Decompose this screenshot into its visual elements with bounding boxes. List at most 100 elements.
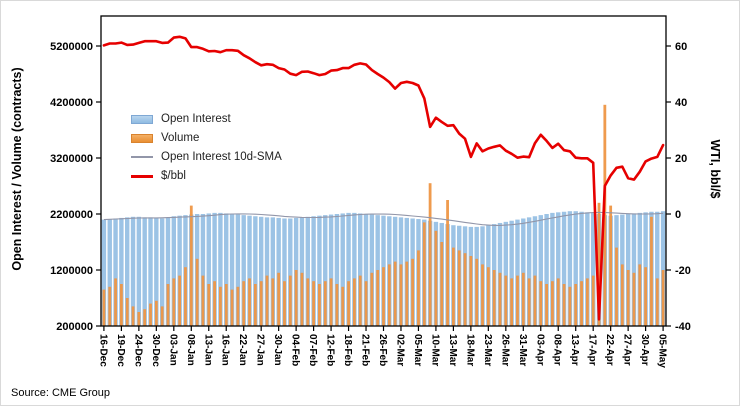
open-interest-bar xyxy=(328,214,334,326)
volume-bar xyxy=(189,205,193,326)
x-axis-tick-label: 27-Jan xyxy=(255,334,266,366)
volume-bar xyxy=(131,306,135,326)
open-interest-bar xyxy=(165,217,171,326)
open-interest-bar xyxy=(317,215,322,326)
volume-bar xyxy=(312,281,316,326)
open-interest-bar xyxy=(590,212,596,326)
volume-bar xyxy=(201,275,205,326)
open-interest-bar xyxy=(125,217,130,326)
volume-bar xyxy=(149,303,152,326)
oi-sma-swatch xyxy=(131,156,153,158)
volume-bar xyxy=(364,281,368,326)
legend-item-volume: Volume xyxy=(131,132,282,144)
open-interest-bar xyxy=(130,216,136,326)
open-interest-bar xyxy=(136,216,142,326)
open-interest-bar xyxy=(288,218,293,326)
open-interest-bar xyxy=(550,212,555,326)
volume-bar xyxy=(481,264,484,326)
legend-item-price: $/bbl xyxy=(131,170,282,182)
x-axis-tick-label: 13-Mar xyxy=(447,334,458,366)
volume-bar xyxy=(160,306,164,326)
legend-label: Open Interest 10d-SMA xyxy=(161,151,282,163)
volume-bar xyxy=(585,278,589,326)
open-interest-swatch xyxy=(131,114,153,124)
x-axis-tick-label: 12-Feb xyxy=(325,334,336,366)
volume-bar xyxy=(545,284,548,326)
volume-bar xyxy=(335,284,339,326)
open-interest-bar xyxy=(235,214,241,326)
left-axis: 200000 1200000 2200000 3200000 4200000 520000… xyxy=(50,41,101,333)
volume-bar xyxy=(411,258,415,326)
open-interest-bar xyxy=(323,215,328,326)
x-axis: 16-Dec 19-Dec 24-Dec 30-Dec 03-Jan 08-Jan 13-J… xyxy=(97,326,668,368)
right-axis-tick-label: 40 xyxy=(675,97,687,109)
x-axis-tick-label: 08-Apr xyxy=(552,334,563,366)
legend-item-open-interest: Open Interest xyxy=(131,113,282,125)
volume-bar xyxy=(382,267,385,326)
volume-bar xyxy=(451,247,455,326)
open-interest-bar xyxy=(258,216,264,326)
volume-bar xyxy=(288,275,292,326)
volume-bar xyxy=(486,267,490,326)
volume-bar xyxy=(253,284,257,326)
volume-bar xyxy=(294,270,298,326)
volume-bar xyxy=(463,253,467,326)
open-interest-bar xyxy=(538,215,543,326)
volume-bar xyxy=(271,278,275,326)
open-interest-bar xyxy=(119,217,124,326)
open-interest-bar xyxy=(299,217,305,326)
x-axis-tick-label: 26-Feb xyxy=(377,334,388,366)
volume-bar xyxy=(422,222,426,326)
x-axis-tick-label: 30-Dec xyxy=(150,334,161,367)
volume-bar xyxy=(184,267,187,326)
left-axis-tick-label: 5200000 xyxy=(50,41,93,53)
volume-bar xyxy=(341,286,345,326)
open-interest-bar xyxy=(352,212,357,326)
legend: Open Interest Volume Open Interest 10d-S… xyxy=(131,113,282,182)
x-axis-tick-label: 22-Apr xyxy=(604,334,615,366)
volume-bar xyxy=(178,275,182,326)
open-interest-bar xyxy=(177,215,182,326)
volume-bar xyxy=(632,272,636,326)
x-axis-tick-label: 26-Mar xyxy=(499,334,510,366)
volume-bar xyxy=(591,275,595,326)
open-interest-bar xyxy=(556,212,561,326)
volume-bar xyxy=(248,278,251,326)
volume-bar xyxy=(440,242,444,326)
open-interest-bar xyxy=(567,211,573,326)
x-axis-tick-label: 02-Mar xyxy=(394,334,405,366)
volume-bar xyxy=(166,284,170,326)
open-interest-bar xyxy=(334,214,340,326)
volume-bar xyxy=(446,200,449,326)
price-line-swatch xyxy=(131,174,153,178)
volume-bar xyxy=(568,286,572,326)
x-axis-tick-label: 03-Apr xyxy=(534,334,545,366)
volume-bar xyxy=(580,281,583,326)
open-interest-bar xyxy=(154,217,159,326)
volume-bar xyxy=(283,281,286,326)
volume-bar xyxy=(521,272,525,326)
x-axis-tick-label: 07-Feb xyxy=(307,334,318,366)
open-interest-bar xyxy=(224,213,229,326)
open-interest-bar xyxy=(206,213,211,326)
x-axis-tick-label: 03-Jan xyxy=(167,334,178,366)
x-axis-tick-label: 10-Mar xyxy=(429,334,440,366)
right-axis-tick-label: -40 xyxy=(675,321,691,333)
x-axis-tick-label: 30-Jan xyxy=(272,334,283,366)
open-interest-bar xyxy=(509,220,514,326)
volume-bar xyxy=(638,264,642,326)
legend-label: Volume xyxy=(161,132,200,144)
open-interest-bar xyxy=(171,216,177,326)
open-interest-bar xyxy=(229,214,235,326)
legend-item-oi-sma: Open Interest 10d-SMA xyxy=(131,151,282,163)
volume-bar xyxy=(504,275,508,326)
x-axis-tick-label: 22-Jan xyxy=(237,334,248,366)
left-axis-tick-label: 1200000 xyxy=(50,265,93,277)
x-axis-tick-label: 24-Dec xyxy=(132,334,143,367)
volume-bar xyxy=(498,272,502,326)
volume-bar xyxy=(556,278,560,326)
open-interest-bar xyxy=(363,214,369,326)
open-interest-bar xyxy=(544,214,549,326)
volume-bar xyxy=(236,286,240,326)
